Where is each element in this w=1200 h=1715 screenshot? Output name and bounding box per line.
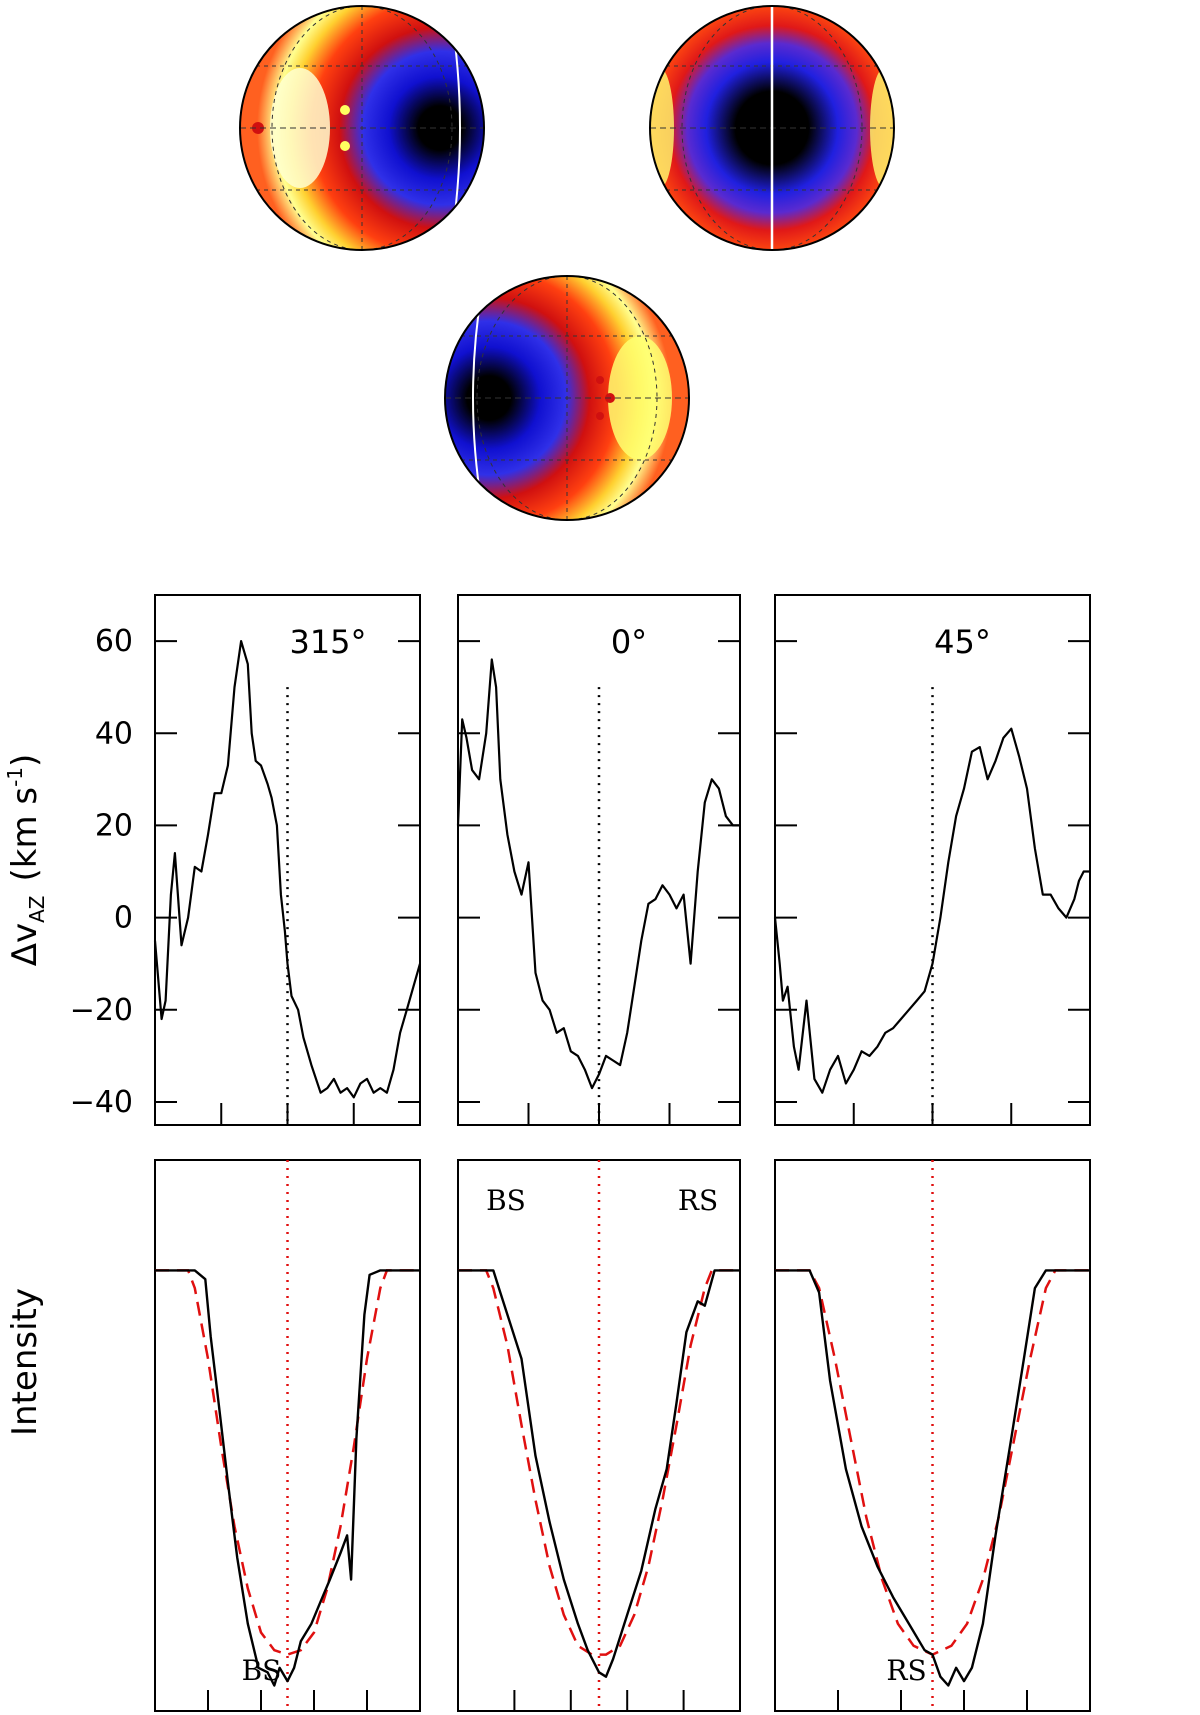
intensity-frame bbox=[457, 1159, 741, 1712]
observed-profile bbox=[155, 1269, 420, 1687]
intensity-panel-0: BS bbox=[154, 1159, 421, 1712]
model-profile-dashed bbox=[458, 1269, 740, 1656]
velocity-curve bbox=[153, 640, 422, 1099]
y-tick-label: 60 bbox=[95, 624, 133, 659]
intensity-panel-2: RS bbox=[774, 1159, 1091, 1712]
y-tick-label: 20 bbox=[95, 808, 133, 843]
velocity-frame bbox=[457, 594, 741, 1126]
side-label: BS bbox=[486, 1184, 526, 1217]
velocity-panel-1: 0° bbox=[456, 594, 741, 1126]
delta-v-axis-title: ΔvAZ(km s-1) bbox=[3, 754, 49, 967]
y-tick-label: −40 bbox=[70, 1085, 133, 1120]
intensity-frame bbox=[774, 1159, 1091, 1712]
panels: 60 40 20 0 −20 −40 315° 0° 45° BS BS RS RS bbox=[70, 594, 1091, 1712]
velocity-panel-0: 60 40 20 0 −20 −40 315° bbox=[70, 594, 422, 1126]
velocity-curve bbox=[456, 658, 740, 1090]
panel-angle-label: 0° bbox=[611, 623, 647, 661]
observed-profile bbox=[458, 1269, 740, 1678]
svg-text:ΔvAZ(km s-1): ΔvAZ(km s-1) bbox=[3, 754, 49, 967]
y-tick-label: 40 bbox=[95, 716, 133, 751]
velocity-frame bbox=[774, 594, 1091, 1126]
panel-angle-label: 45° bbox=[934, 623, 991, 661]
y-tick-label: 0 bbox=[114, 901, 133, 936]
observed-profile bbox=[775, 1269, 1090, 1687]
intensity-axis-title: Intensity bbox=[5, 1288, 45, 1436]
side-label: RS bbox=[678, 1184, 718, 1217]
velocity-panel-2: 45° bbox=[773, 594, 1091, 1126]
surface-map-45 bbox=[444, 275, 690, 521]
y-tick-label: −20 bbox=[70, 993, 133, 1028]
intensity-panel-1: BS RS bbox=[457, 1159, 741, 1712]
velocity-frame bbox=[154, 594, 421, 1126]
intensity-frame bbox=[154, 1159, 421, 1712]
side-label: RS bbox=[886, 1654, 926, 1687]
model-profile-dashed bbox=[155, 1269, 420, 1656]
panel-angle-label: 315° bbox=[289, 623, 366, 661]
velocity-curve bbox=[773, 727, 1090, 1094]
surface-map-315 bbox=[239, 5, 485, 251]
surface-map-0 bbox=[649, 5, 895, 251]
side-label: BS bbox=[242, 1654, 282, 1687]
